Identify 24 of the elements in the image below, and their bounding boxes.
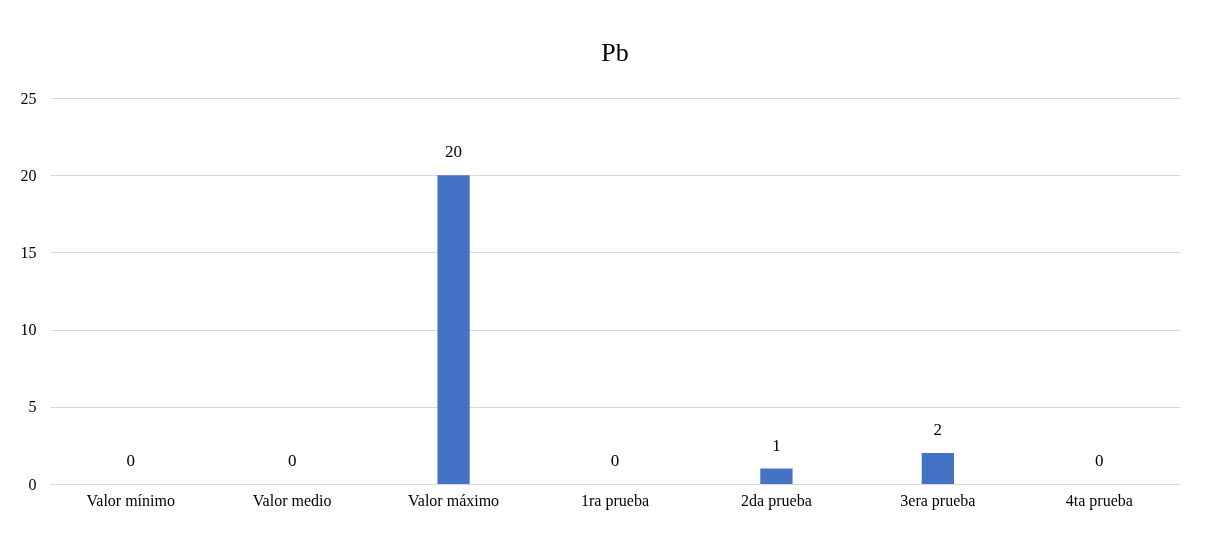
data-label: 0 (1095, 451, 1104, 470)
x-tick-label: 1ra prueba (581, 491, 649, 510)
x-tick-label: Valor máximo (408, 491, 500, 509)
data-label: 1 (772, 435, 781, 455)
bar (760, 468, 793, 484)
y-tick-label: 5 (28, 398, 37, 416)
chart-title: Pb (601, 38, 629, 67)
data-label: 20 (445, 142, 463, 162)
y-tick-label: 20 (20, 166, 37, 184)
x-tick-label: 4ta prueba (1065, 491, 1133, 510)
x-tick-label: 2da prueba (741, 491, 812, 510)
data-label: 0 (287, 451, 297, 470)
x-tick-label: 3era prueba (900, 491, 976, 510)
x-tick-label: Valor mínimo (86, 491, 175, 509)
y-tick-label: 10 (20, 321, 37, 339)
x-tick-label: Valor medio (252, 491, 332, 509)
data-label: 0 (610, 451, 620, 470)
y-tick-label: 0 (28, 475, 37, 493)
bar (437, 175, 470, 484)
y-tick-label: 25 (20, 89, 37, 107)
y-tick-label: 15 (20, 243, 37, 261)
bar (921, 453, 954, 484)
data-label: 2 (933, 420, 943, 440)
data-label: 0 (126, 451, 135, 470)
